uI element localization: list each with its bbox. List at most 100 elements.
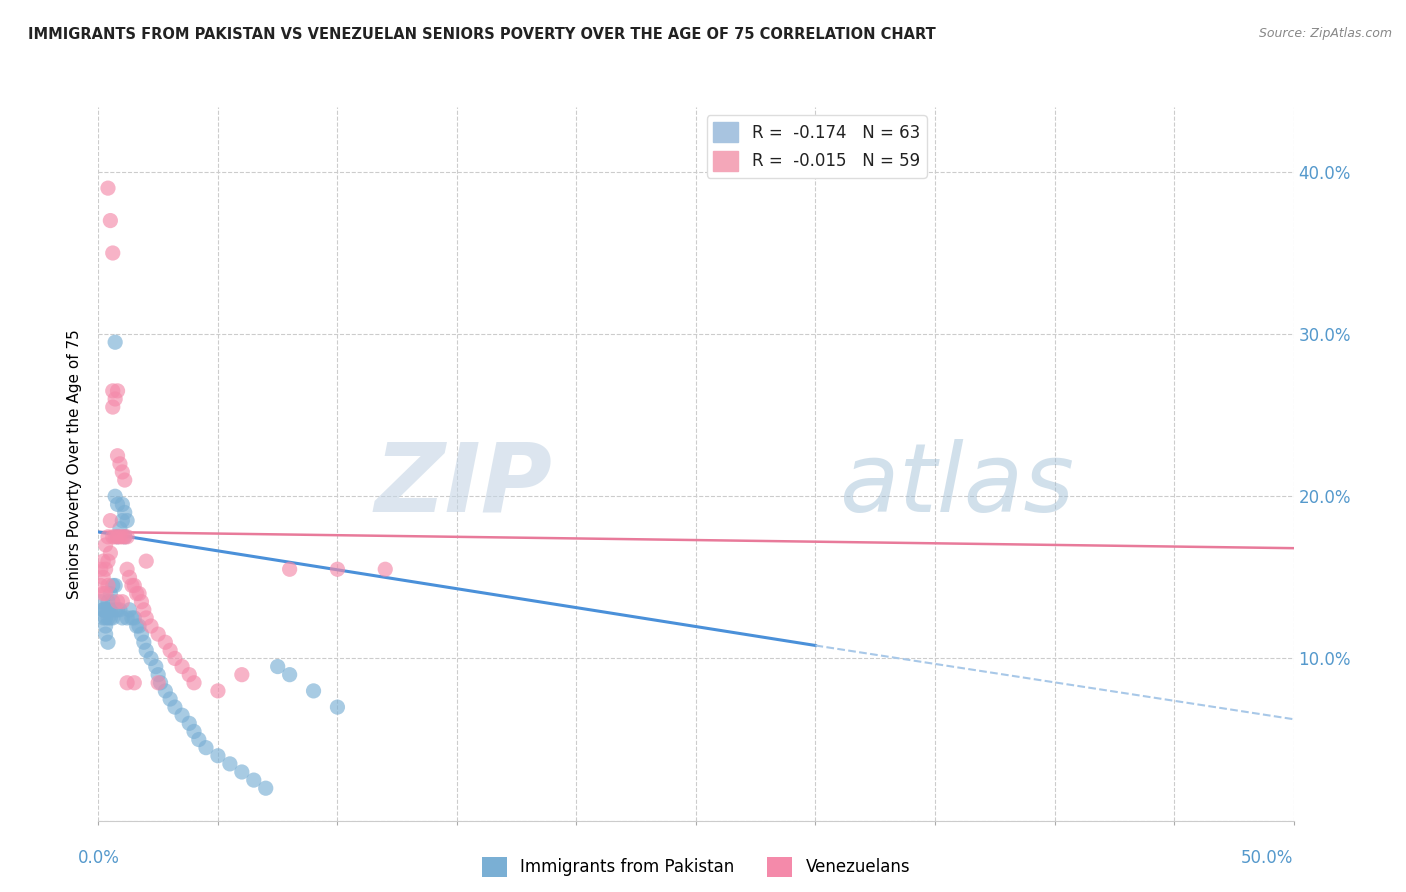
Point [101,384,124,398]
Point [91,586,114,600]
Point [302,684,325,698]
Point [98,603,122,617]
Point [98,586,122,600]
Point [118,603,141,617]
Point [132,603,155,617]
Point [148,627,170,641]
Point [97,554,120,568]
Point [135,643,157,657]
Point [326,562,349,576]
Point [108,457,131,471]
Point [163,700,186,714]
Point [179,667,201,681]
Point [104,489,127,503]
Point [148,675,170,690]
Point [219,756,242,771]
Point [107,384,129,398]
Point [108,522,131,536]
Point [97,181,120,195]
Point [183,724,205,739]
Point [111,595,134,609]
Point [94,627,117,641]
Point [231,764,253,779]
Point [104,335,127,350]
Point [115,562,138,576]
Point [111,530,134,544]
Point [163,651,186,665]
Point [149,675,172,690]
Point [125,619,148,633]
Point [118,570,141,584]
Point [97,530,120,544]
Point [121,578,143,592]
Point [104,392,127,406]
Point [278,562,301,576]
Point [131,595,153,609]
Text: 50.0%: 50.0% [1241,849,1294,867]
Point [107,530,129,544]
Point [94,538,117,552]
Point [114,506,136,520]
Point [104,578,127,592]
Point [107,595,129,609]
Point [267,659,290,673]
Point [97,611,120,625]
Point [91,603,114,617]
Point [101,530,124,544]
Point [131,627,153,641]
Point [135,554,157,568]
Point [97,578,120,592]
Y-axis label: Seniors Poverty Over the Age of 75: Seniors Poverty Over the Age of 75 [67,329,83,599]
Point [97,595,120,609]
Point [94,603,117,617]
Text: ZIP: ZIP [374,439,553,532]
Point [128,619,150,633]
Point [326,700,349,714]
Point [104,530,127,544]
Point [115,611,138,625]
Point [194,740,218,755]
Point [114,530,136,544]
Point [132,635,155,649]
Point [101,611,124,625]
Point [128,586,150,600]
Text: atlas: atlas [839,439,1074,532]
Point [179,716,201,731]
Point [155,635,177,649]
Point [231,667,253,681]
Point [94,611,117,625]
Point [114,530,136,544]
Point [107,497,129,511]
Point [115,675,138,690]
Point [111,465,134,479]
Point [91,611,114,625]
Point [98,546,122,560]
Point [101,595,124,609]
Point [145,659,167,673]
Text: 0.0%: 0.0% [77,849,120,867]
Point [114,473,136,487]
Point [97,603,120,617]
Point [104,603,127,617]
Point [148,667,170,681]
Point [91,603,114,617]
Point [101,578,124,592]
Point [278,667,301,681]
Point [139,619,162,633]
Point [139,651,162,665]
Point [90,562,112,576]
Legend: Immigrants from Pakistan, Venezuelans: Immigrants from Pakistan, Venezuelans [475,850,917,884]
Point [155,684,177,698]
Point [183,675,205,690]
Point [101,246,124,260]
Point [243,773,266,788]
Point [207,748,229,763]
Text: IMMIGRANTS FROM PAKISTAN VS VENEZUELAN SENIORS POVERTY OVER THE AGE OF 75 CORREL: IMMIGRANTS FROM PAKISTAN VS VENEZUELAN S… [28,27,936,42]
Point [159,643,181,657]
Point [107,603,129,617]
Point [98,514,122,528]
Point [94,619,117,633]
Point [91,554,114,568]
Point [124,578,146,592]
Point [107,449,129,463]
